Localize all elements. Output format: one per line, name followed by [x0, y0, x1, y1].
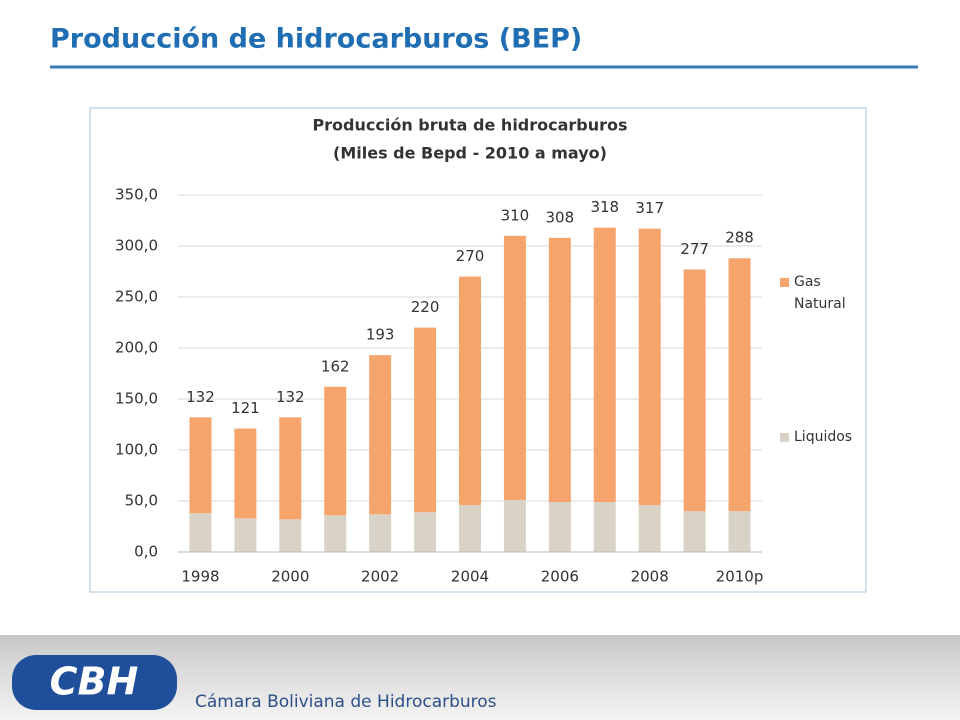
bar-segment — [234, 428, 257, 519]
x-tick-label: 2000 — [271, 568, 309, 586]
total-label: 121 — [231, 399, 260, 417]
x-tick-label: 2008 — [631, 568, 669, 586]
total-label: 318 — [590, 198, 619, 216]
bar-segment — [728, 511, 751, 552]
y-tick-label: 250,0 — [115, 288, 158, 306]
bar-segment — [369, 355, 392, 515]
total-label: 310 — [501, 206, 530, 224]
logo-text: CBH — [50, 660, 139, 704]
bar-segment — [414, 327, 437, 513]
bar-segment — [728, 258, 751, 512]
total-label: 277 — [680, 240, 709, 258]
y-tick-label: 300,0 — [115, 237, 158, 255]
legend-swatch — [780, 278, 789, 287]
x-tick-label: 2004 — [451, 568, 489, 586]
x-tick-label: 2010p — [716, 568, 764, 586]
slide-title: Producción de hidrocarburos (BEP) — [50, 24, 582, 55]
footer-organization: Cámara Boliviana de Hidrocarburos — [195, 692, 497, 712]
total-label: 162 — [321, 357, 350, 375]
bar-segment — [414, 512, 437, 552]
total-label: 308 — [546, 208, 575, 226]
bar-segment — [593, 502, 616, 552]
legend-label: Liquidos — [794, 429, 853, 445]
bar-segment — [279, 417, 302, 520]
bar-segment — [459, 505, 481, 552]
bar-segment — [593, 227, 616, 503]
bar-segment — [683, 269, 706, 512]
y-tick-label: 350,0 — [115, 186, 158, 204]
bar-segment — [189, 417, 212, 514]
bar-segment — [638, 228, 661, 506]
y-tick-label: 100,0 — [115, 441, 158, 459]
bar-segment — [638, 505, 661, 552]
total-label: 132 — [186, 388, 215, 406]
bar-segment — [369, 514, 392, 552]
x-tick-label: 2006 — [541, 568, 579, 586]
chart-subtitle: (Miles de Bepd - 2010 a mayo) — [333, 144, 607, 163]
total-label: 270 — [456, 247, 485, 265]
x-tick-label: 2002 — [361, 568, 399, 586]
total-label: 317 — [635, 199, 664, 217]
bar-segment — [189, 513, 212, 552]
legend-label: Gas Natural — [794, 274, 846, 312]
bar-segment — [324, 515, 347, 552]
total-label: 220 — [411, 298, 440, 316]
bar-segment — [324, 386, 347, 516]
bar-segment — [279, 519, 302, 552]
bar-segment — [459, 276, 481, 506]
logo — [12, 655, 177, 710]
total-label: 132 — [276, 388, 305, 406]
y-tick-label: 0,0 — [134, 543, 158, 561]
y-tick-label: 200,0 — [115, 339, 158, 357]
bar-segment — [234, 518, 257, 552]
legend-swatch — [780, 433, 789, 442]
total-label: 288 — [725, 229, 754, 247]
chart-title: Producción bruta de hidrocarburos — [312, 116, 627, 135]
bar-segment — [503, 235, 526, 500]
x-tick-label: 1998 — [181, 568, 219, 586]
bar-segment — [503, 499, 526, 552]
bar-segment — [548, 237, 571, 503]
bar-segment — [683, 511, 706, 552]
bar-segment — [548, 502, 571, 552]
y-tick-label: 150,0 — [115, 390, 158, 408]
total-label: 193 — [366, 326, 395, 344]
y-tick-label: 50,0 — [125, 492, 158, 510]
